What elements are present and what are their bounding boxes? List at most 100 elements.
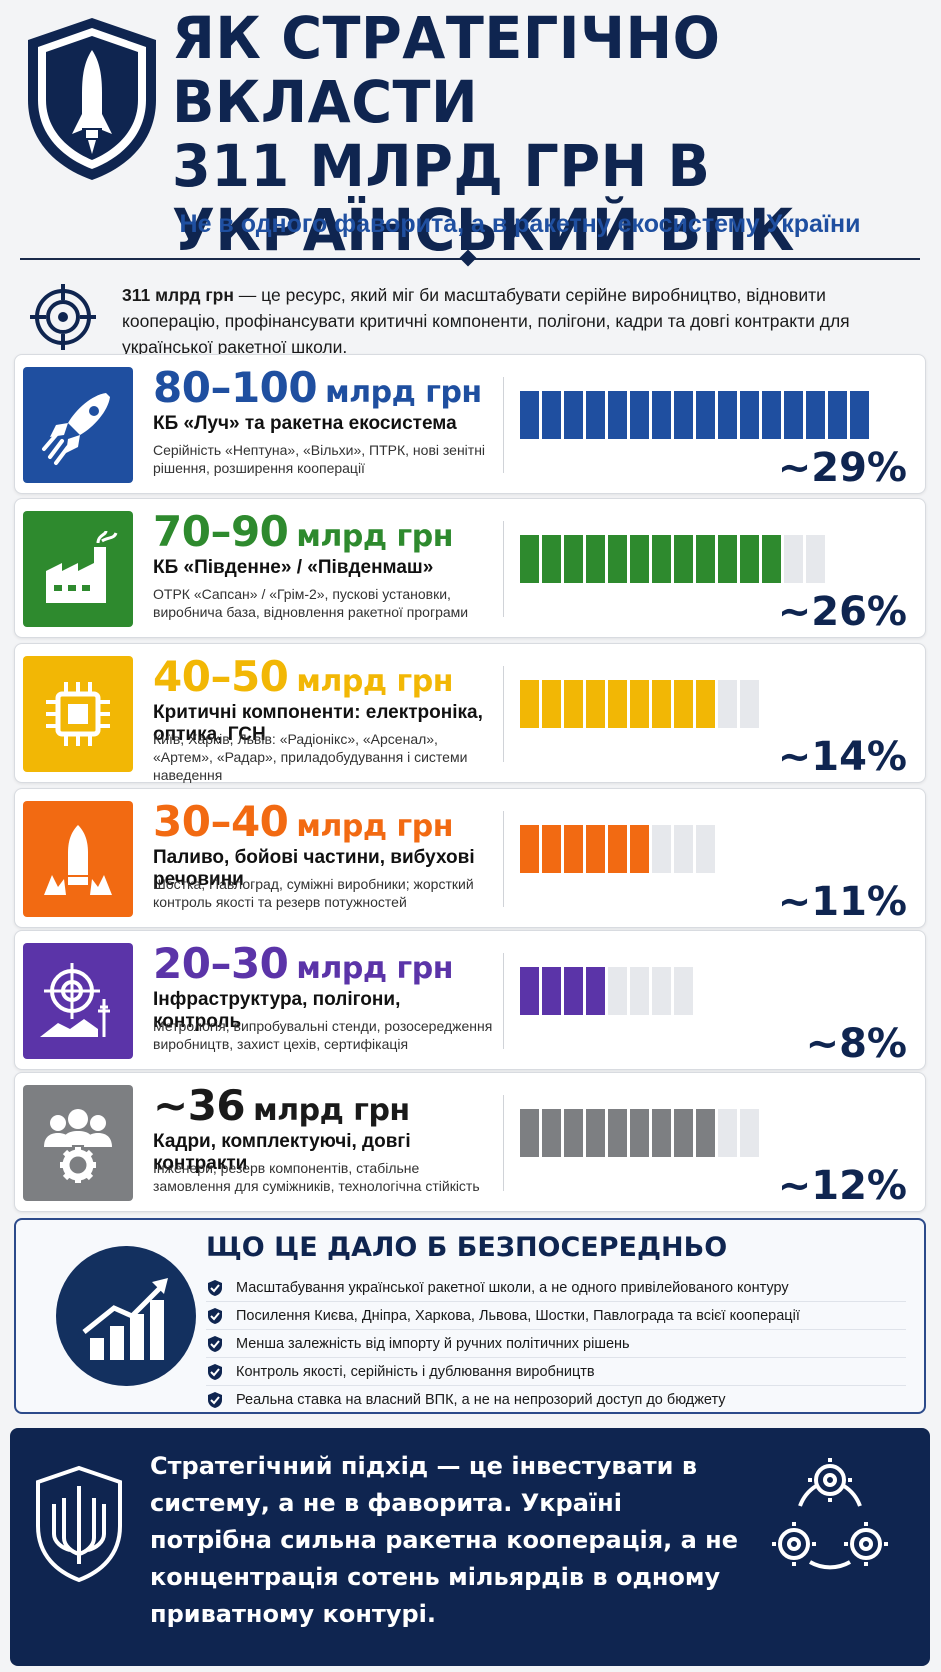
bar-segment-empty [652,967,671,1015]
growth-chart-icon [56,1246,196,1386]
card-title: Кадри, комплектуючі, довгі контракти [153,1131,411,1174]
card-divider [503,1095,504,1191]
bar-segment-empty [718,680,737,728]
shield-check-icon [208,1335,222,1352]
chip-icon [23,656,133,772]
results-panel: ЩО ЦЕ ДАЛО Б БЕЗПОСЕРЕДНЬО Масштабування… [14,1218,926,1414]
results-item-text: Масштабування української ракетної школи… [236,1279,789,1296]
crosshair-icon [30,284,96,350]
bar-segment-filled [520,825,539,873]
bar-segment-filled [652,680,671,728]
bar-segment-filled [586,391,605,439]
factory-icon [23,511,133,627]
bar-segment-filled [696,680,715,728]
bar-segment-filled [652,1109,671,1157]
results-item-text: Посилення Києва, Дніпра, Харкова, Львова… [236,1307,800,1324]
bar-segment-filled [542,535,561,583]
intro-body: — це ресурс, який міг би масштабувати се… [122,285,850,357]
bar-segment-filled [718,535,737,583]
card-title: Інфраструктура, полігони, контроль [153,989,401,1032]
bar-segment-filled [542,391,561,439]
people-gear-icon [23,1085,133,1201]
share-bar-meter [520,967,693,1015]
share-percent: ~12% [777,1163,907,1209]
bar-segment-filled [608,1109,627,1157]
bar-segment-empty [740,1109,759,1157]
amount-value: 40–50 [153,652,289,701]
amount-unit: млрд грн [296,809,453,844]
shield-check-icon [208,1363,222,1380]
rocket-icon [23,367,133,483]
share-bar-meter [520,680,759,728]
bar-segment-empty [630,967,649,1015]
bar-segment-filled [696,1109,715,1157]
bar-segment-filled [586,967,605,1015]
shield-check-icon [208,1279,222,1296]
card-divider [503,953,504,1049]
card-description: Серійність «Нептуна», «Вільхи», ПТРК, но… [153,442,486,476]
bar-segment-filled [586,680,605,728]
target-range-icon [23,943,133,1059]
bar-segment-empty [674,967,693,1015]
card-divider [503,811,504,907]
bar-segment-filled [564,825,583,873]
share-percent: ~26% [777,589,907,635]
gears-cycle-icon [772,1458,888,1570]
card-divider [503,377,504,473]
share-bar-meter [520,391,869,439]
shield-check-icon [208,1392,222,1408]
share-percent: ~11% [777,879,907,925]
bar-segment-filled [740,391,759,439]
results-item-text: Контроль якості, серійність і дублювання… [236,1363,595,1380]
bar-segment-filled [520,535,539,583]
bar-segment-filled [542,1109,561,1157]
bar-segment-filled [586,1109,605,1157]
share-percent: ~14% [777,734,907,780]
trident-shield-icon [36,1465,122,1583]
bar-segment-filled [608,535,627,583]
bar-segment-filled [784,391,803,439]
card-amount: 20–30 млрд грн [153,939,453,988]
explosion-icon [23,801,133,917]
bar-segment-filled [674,535,693,583]
card-description: Метрологія, випробувальні стенди, розосе… [153,1018,493,1052]
bar-segment-filled [564,535,583,583]
results-title: ЩО ЦЕ ДАЛО Б БЕЗПОСЕРЕДНЬО [206,1232,728,1263]
bar-segment-filled [608,825,627,873]
card-divider [503,521,504,617]
bar-segment-filled [652,535,671,583]
bar-segment-filled [806,391,825,439]
allocation-card: 20–30 млрд грн Інфраструктура, полігони, к… [14,930,926,1070]
bar-segment-filled [520,391,539,439]
bar-segment-filled [542,825,561,873]
results-item-text: Реальна ставка на власний ВПК, а не на н… [236,1392,726,1408]
card-amount: 30–40 млрд грн [153,797,453,846]
bar-segment-empty [740,680,759,728]
bar-segment-empty [608,967,627,1015]
card-amount: 40–50 млрд грн [153,652,453,701]
card-title: Критичні компоненти: електроніка, оптика… [153,702,483,745]
bar-segment-filled [542,967,561,1015]
amount-value: 70–90 [153,507,289,556]
card-amount: 70–90 млрд грн [153,507,453,556]
intro-text: 311 млрд грн — це ресурс, який міг би ма… [122,282,912,360]
bar-segment-filled [828,391,847,439]
amount-value: 80–100 [153,363,318,412]
bar-segment-filled [718,391,737,439]
bar-segment-filled [564,967,583,1015]
allocation-card: ~36 млрд грн Кадри, комплектуючі, довгі ко… [14,1072,926,1212]
list-item: Контроль якості, серійність і дублювання… [206,1358,906,1386]
bar-segment-filled [608,680,627,728]
bar-segment-filled [850,391,869,439]
results-item-text: Менша залежність від імпорту й ручних по… [236,1335,630,1352]
share-bar-meter [520,825,715,873]
list-item: Масштабування української ракетної школи… [206,1274,906,1302]
card-description: ОТРК «Сапсан» / «Грім-2», пускові устано… [153,586,469,620]
bar-segment-filled [740,535,759,583]
bar-segment-filled [520,1109,539,1157]
list-item: Посилення Києва, Дніпра, Харкова, Львова… [206,1302,906,1330]
share-percent: ~8% [805,1021,907,1067]
card-description: Шостка, Павлоград, суміжні виробники; жо… [153,876,474,910]
share-percent: ~29% [777,445,907,491]
results-list: Масштабування української ракетної школи… [206,1274,906,1414]
